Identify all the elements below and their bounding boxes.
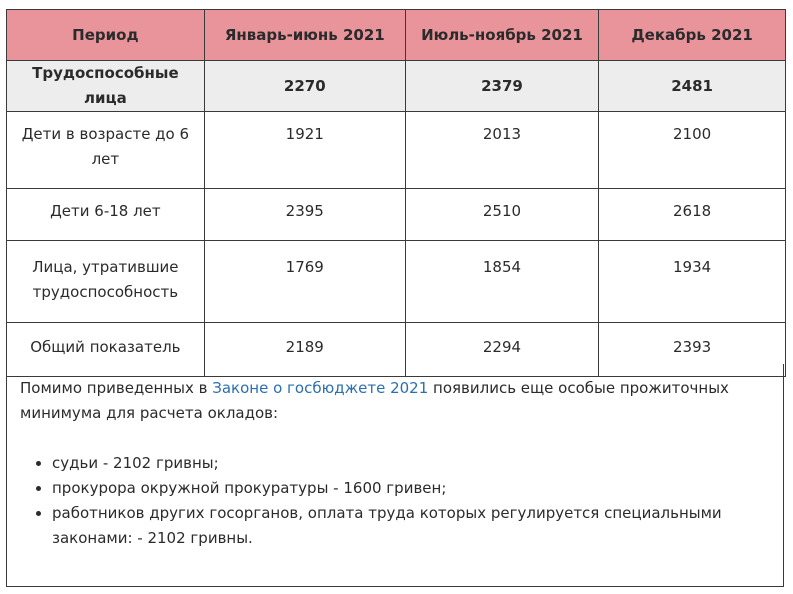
header-row: Период Январь-июнь 2021 Июль-ноябрь 2021… — [6, 9, 786, 61]
header-jul-nov: Июль-ноябрь 2021 — [404, 9, 600, 61]
note-paragraph: Помимо приведенных в Законе о госбюджете… — [20, 376, 770, 426]
cell-value: 2189 — [203, 322, 406, 377]
cell-value: 2393 — [598, 322, 786, 377]
row-label: Дети 6-18 лет — [6, 188, 205, 241]
cell-value: 2100 — [598, 111, 786, 189]
cell-value: 2013 — [404, 111, 600, 189]
cell-value: 1934 — [598, 240, 786, 323]
cell-value: 2618 — [598, 188, 786, 241]
note-list: судьи - 2102 гривны; прокурора окружной … — [20, 451, 770, 551]
header-period: Период — [6, 9, 205, 61]
subsistence-table: Период Январь-июнь 2021 Июль-ноябрь 2021… — [6, 9, 786, 377]
table-row: Дети в возрасте до 6 лет 1921 2013 2100 — [6, 111, 786, 189]
cell-value: 1854 — [404, 240, 600, 323]
list-item: прокурора окружной прокуратуры - 1600 гр… — [52, 476, 770, 501]
row-label: Дети в возрасте до 6 лет — [6, 111, 205, 189]
header-jan-jun: Январь-июнь 2021 — [203, 9, 406, 61]
row-label: Трудоспособные лица — [6, 60, 205, 112]
list-item: судьи - 2102 гривны; — [52, 451, 770, 476]
cell-value: 2395 — [203, 188, 406, 241]
note-text-after: появились еще особые прожиточных минимум… — [20, 379, 729, 422]
cell-value: 2294 — [404, 322, 600, 377]
table-row: Трудоспособные лица 2270 2379 2481 — [6, 60, 786, 112]
cell-value: 1769 — [203, 240, 406, 323]
row-label: Лица, утратившие трудоспособность — [6, 240, 205, 323]
list-item: работников других госорганов, оплата тру… — [52, 501, 770, 551]
table-row: Общий показатель 2189 2294 2393 — [6, 322, 786, 377]
cell-value: 2481 — [598, 60, 786, 112]
row-label: Общий показатель — [6, 322, 205, 377]
note-box: Помимо приведенных в Законе о госбюджете… — [6, 364, 784, 587]
cell-value: 2510 — [404, 188, 600, 241]
note-text-before: Помимо приведенных в — [20, 379, 213, 397]
table-row: Дети 6-18 лет 2395 2510 2618 — [6, 188, 786, 241]
cell-value: 2379 — [404, 60, 600, 112]
budget-law-link[interactable]: Законе о госбюджете 2021 — [212, 379, 429, 397]
header-dec: Декабрь 2021 — [598, 9, 786, 61]
cell-value: 2270 — [203, 60, 406, 112]
table-row: Лица, утратившие трудоспособность 1769 1… — [6, 240, 786, 323]
cell-value: 1921 — [203, 111, 406, 189]
